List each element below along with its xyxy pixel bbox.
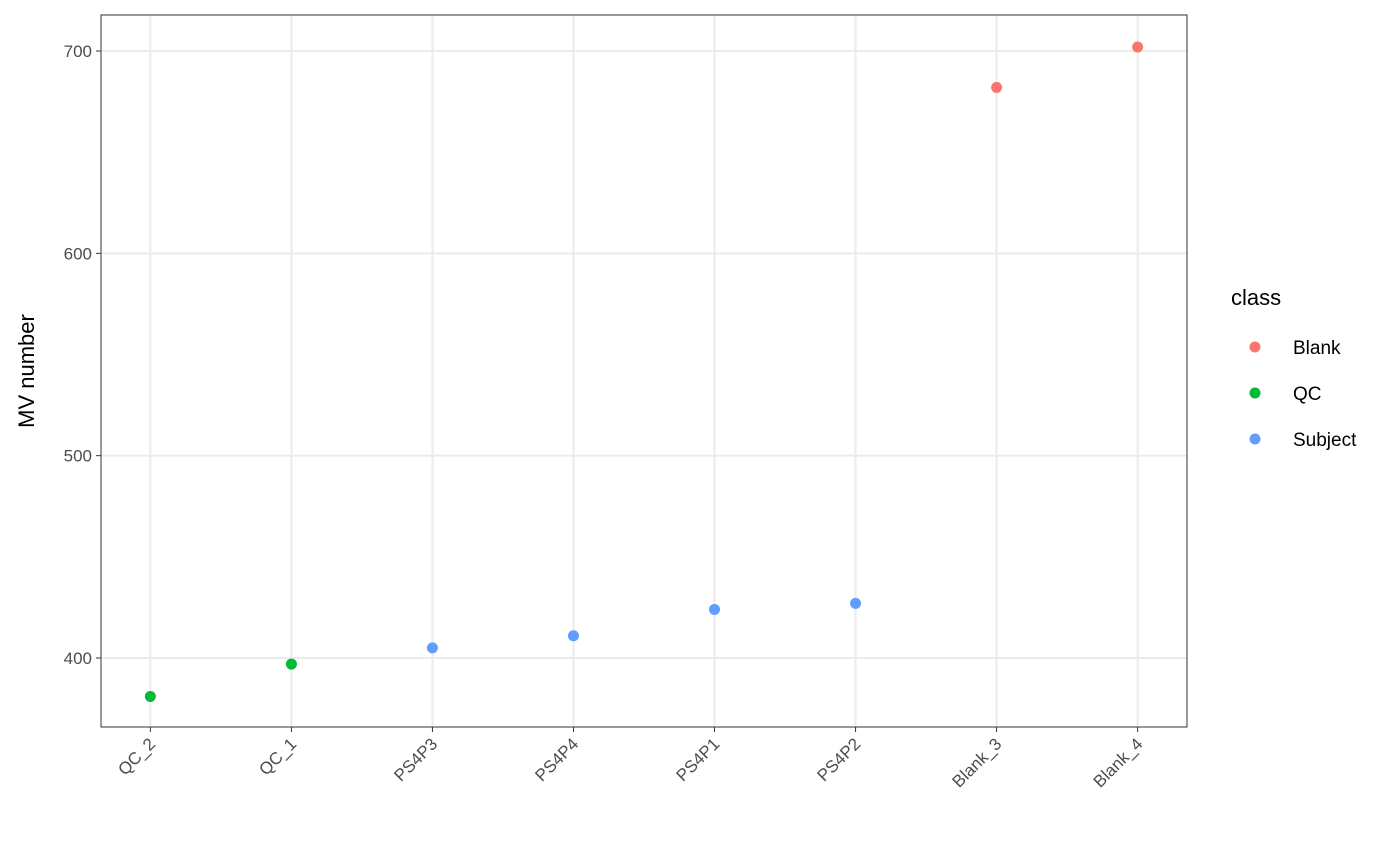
legend-title: class	[1231, 285, 1281, 310]
y-tick-label: 700	[64, 42, 92, 61]
legend-label: Subject	[1293, 430, 1357, 451]
x-tick-label: Blank_3	[949, 734, 1006, 791]
point	[709, 603, 721, 615]
point	[567, 630, 579, 642]
y-tick-label: 400	[64, 649, 92, 668]
x-tick-label: PS4P3	[390, 734, 441, 785]
y-tick-label: 500	[64, 447, 92, 466]
x-tick-label: PS4P2	[814, 734, 865, 785]
point	[850, 597, 862, 609]
point	[285, 658, 297, 670]
point	[1132, 41, 1144, 53]
point	[426, 642, 438, 654]
x-tick-label: QC_2	[114, 734, 159, 779]
x-tick-label: PS4P4	[531, 734, 582, 785]
point	[991, 81, 1003, 93]
point	[144, 690, 156, 702]
x-tick-label: Blank_4	[1090, 734, 1147, 791]
x-tick-label: QC_1	[255, 734, 300, 779]
legend-key	[1249, 387, 1261, 399]
legend-key	[1249, 341, 1261, 353]
y-axis-title: MV number	[14, 314, 39, 428]
panel-border	[100, 14, 1188, 728]
legend-label: Blank	[1293, 338, 1341, 359]
legend-key	[1249, 433, 1261, 445]
x-tick-label: PS4P1	[672, 734, 723, 785]
y-tick-label: 600	[64, 244, 92, 263]
legend-label: QC	[1293, 384, 1322, 405]
